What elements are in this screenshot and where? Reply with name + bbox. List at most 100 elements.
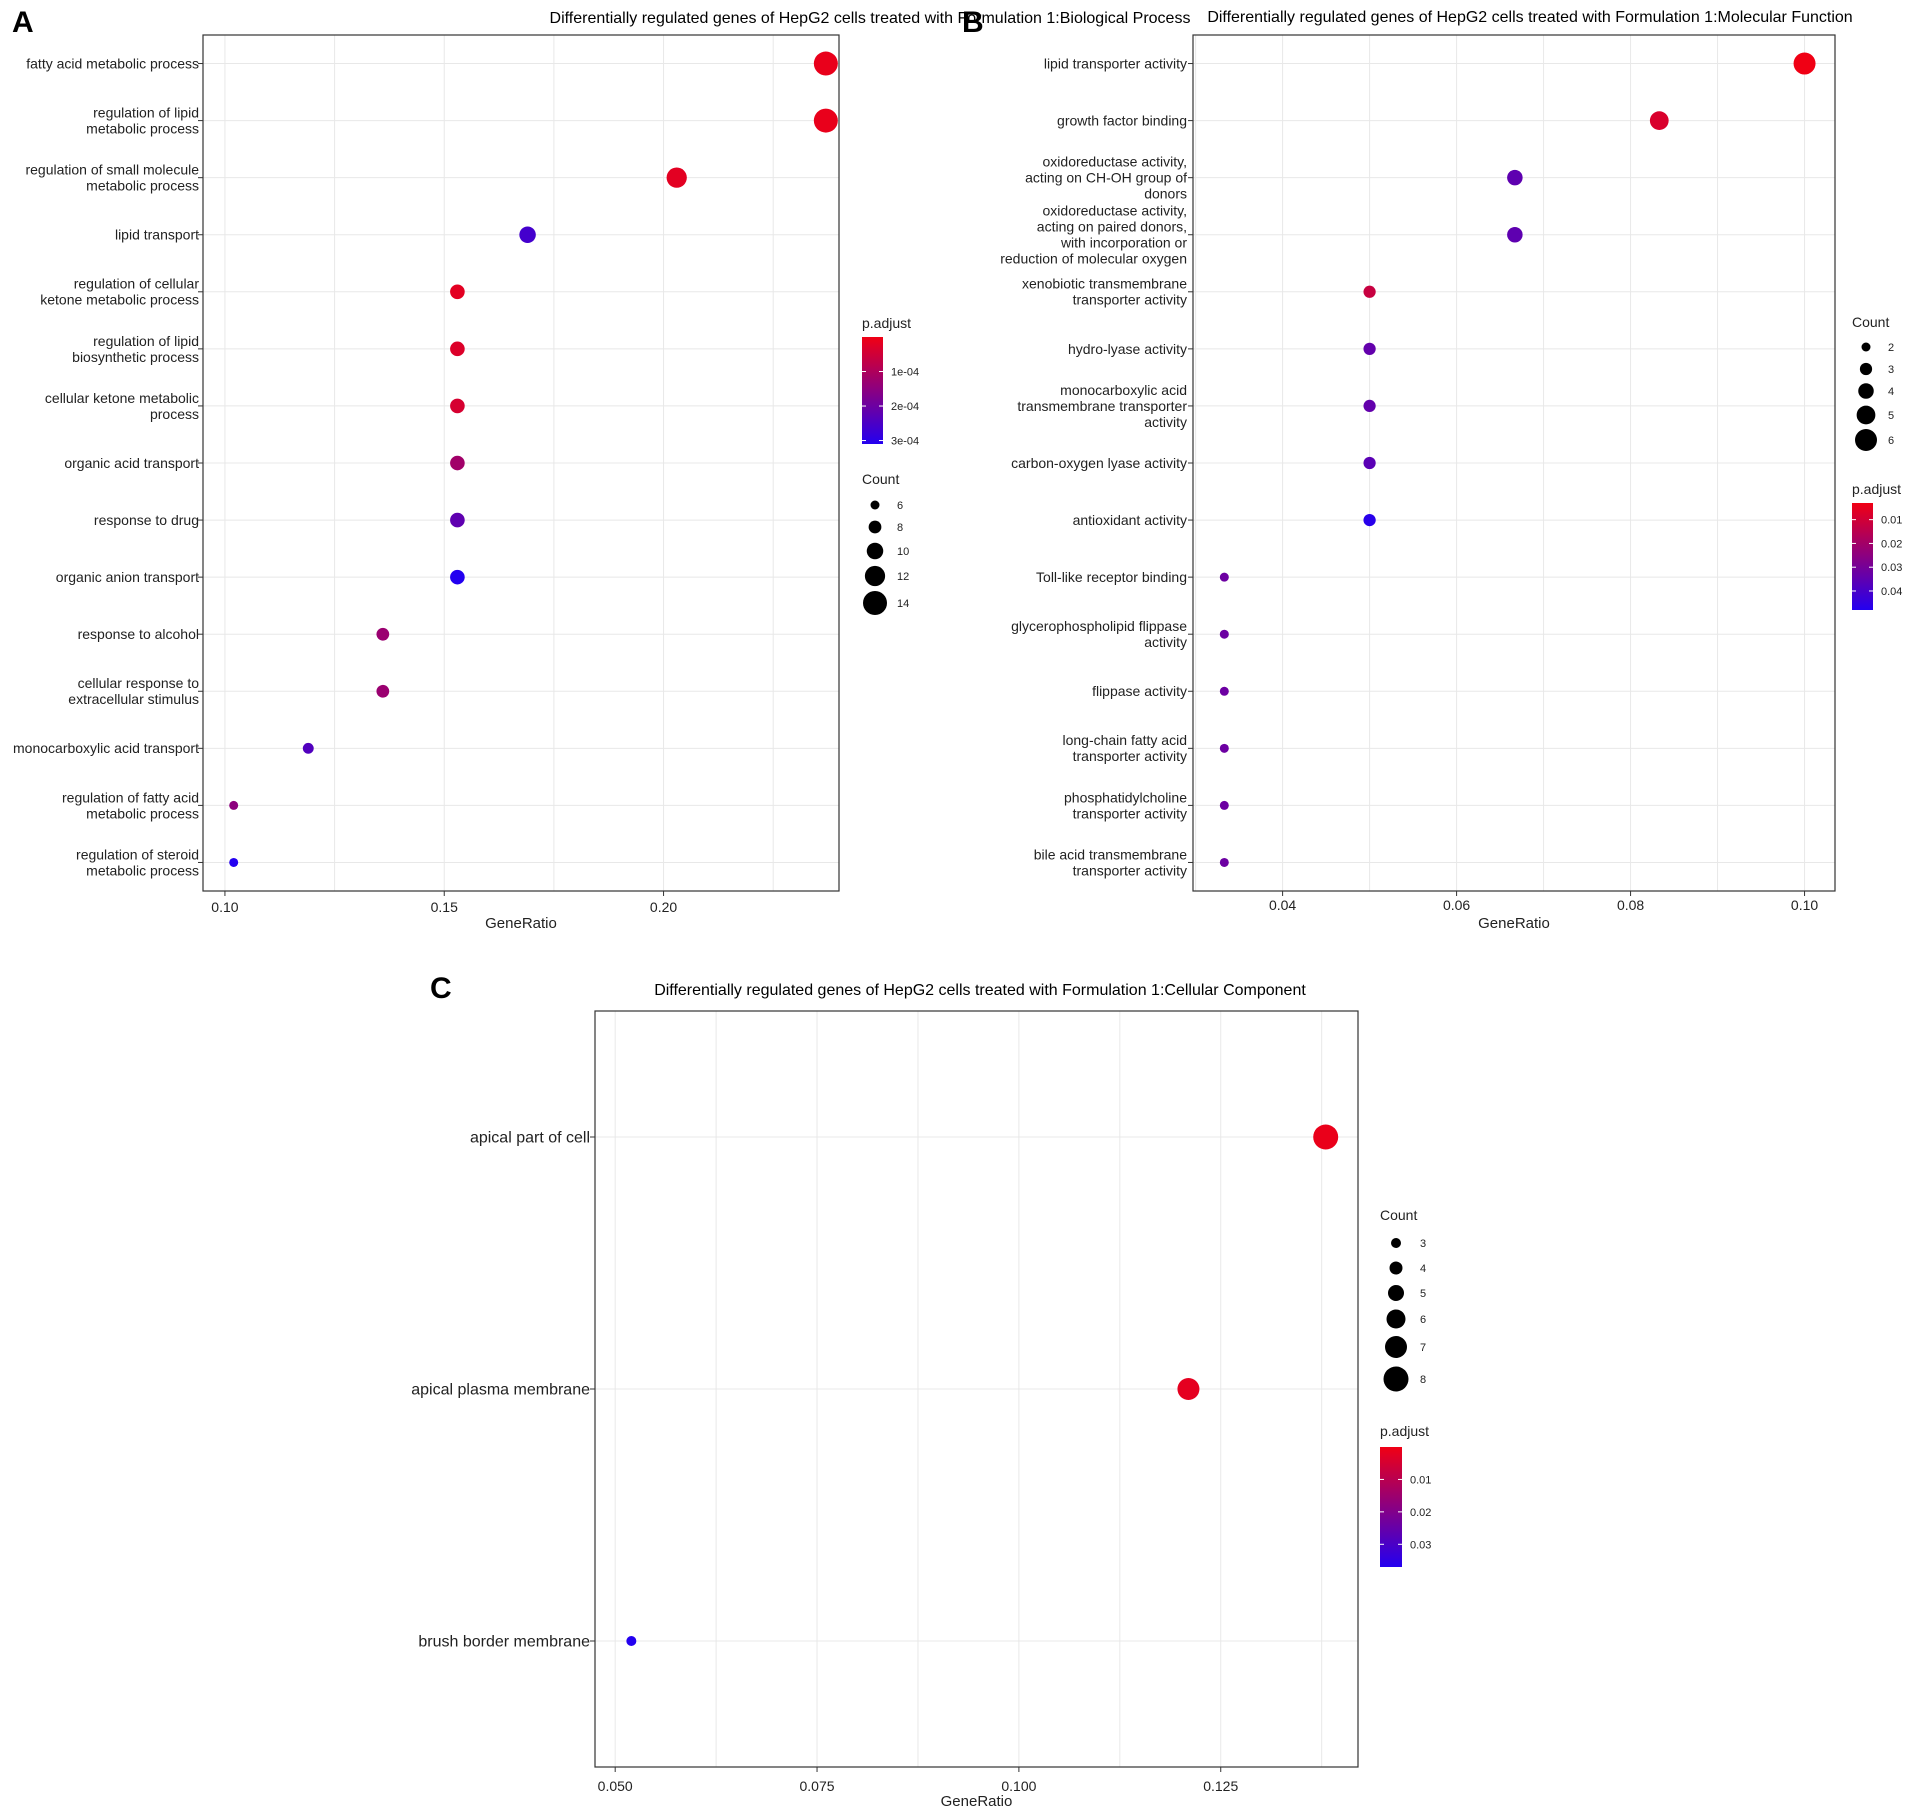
category-label: phosphatidylcholine (1064, 789, 1187, 805)
color-legend-label: 0.03 (1410, 1539, 1431, 1551)
data-point (450, 512, 465, 528)
size-legend-label: 8 (897, 522, 903, 534)
category-label: regulation of lipid (93, 105, 199, 121)
category-label: regulation of fatty acid (62, 789, 199, 805)
data-point (1219, 857, 1229, 867)
category-label: transporter activity (1073, 862, 1187, 878)
data-point (1219, 743, 1229, 753)
category-label: lipid transport (115, 227, 199, 243)
size-legend-dot (1856, 405, 1876, 425)
category-label: with incorporation or (1060, 235, 1187, 251)
size-legend-dot (1385, 1336, 1407, 1358)
data-point (302, 742, 314, 754)
x-tick-label: 0.04 (1269, 897, 1296, 913)
size-legend-title: Count (862, 471, 899, 487)
size-legend-label: 5 (1888, 410, 1894, 422)
data-point (519, 226, 536, 243)
size-legend-label: 7 (1420, 1342, 1426, 1354)
data-point (813, 51, 838, 76)
size-legend-dot (868, 520, 882, 534)
size-legend-label: 6 (1888, 435, 1894, 447)
gridlines (595, 1011, 1358, 1767)
size-legend-dot (863, 591, 887, 615)
data-point (450, 284, 465, 300)
category-label: carbon-oxygen lyase activity (1011, 455, 1187, 471)
size-legend-dot (1383, 1366, 1409, 1392)
color-legend-label: 0.02 (1410, 1507, 1431, 1519)
category-label: response to alcohol (78, 626, 199, 642)
size-legend-dot (1855, 429, 1877, 451)
color-bar (1852, 503, 1873, 610)
size-legend-dot (1861, 342, 1871, 352)
category-label: regulation of lipid (93, 333, 199, 349)
x-axis-title: GeneRatio (1478, 915, 1550, 932)
size-legend-label: 5 (1420, 1288, 1426, 1300)
x-tick-label: 0.15 (431, 899, 458, 915)
size-legend-label: 10 (897, 546, 909, 558)
color-legend-title: p.adjust (1852, 481, 1901, 497)
data-point (813, 108, 838, 133)
x-axis-title: GeneRatio (485, 915, 557, 932)
category-label: apical plasma membrane (411, 1382, 590, 1399)
category-label: acting on paired donors, (1037, 219, 1187, 235)
size-legend-label: 6 (897, 500, 903, 512)
category-label: lipid transporter activity (1044, 55, 1187, 71)
category-label: metabolic process (86, 178, 199, 194)
category-label: apical part of cell (470, 1130, 590, 1147)
x-tick-label: 0.20 (650, 899, 677, 915)
x-axis-title: GeneRatio (941, 1793, 1013, 1810)
category-label: hydro-lyase activity (1068, 341, 1187, 357)
x-tick-label: 0.10 (211, 899, 238, 915)
x-tick-label: 0.100 (1001, 1778, 1036, 1794)
category-label: fatty acid metabolic process (26, 55, 199, 71)
data-point (1363, 399, 1376, 413)
legend: p.adjust 0.01 0.02 0.03 0.04 Count 2 3 4 5 6 (1852, 314, 1902, 610)
category-label: transporter activity (1073, 748, 1187, 764)
data-point (1363, 342, 1376, 355)
data-point (1507, 169, 1523, 186)
data-point (450, 398, 465, 414)
category-label: Toll-like receptor binding (1036, 569, 1187, 585)
category-label: acting on CH-OH group of (1025, 170, 1187, 186)
size-legend-label: 14 (897, 598, 909, 610)
x-tick-label: 0.050 (598, 1778, 633, 1794)
size-legend-dot (870, 500, 880, 510)
color-legend-title: p.adjust (862, 315, 911, 331)
category-label: transmembrane transporter (1017, 398, 1187, 414)
category-label: metabolic process (86, 805, 199, 821)
panel-letter: A (12, 6, 34, 39)
panel-b: B Differentially regulated genes of HepG2… (962, 6, 1902, 932)
category-label: transporter activity (1073, 805, 1187, 821)
color-bar (1380, 1447, 1402, 1567)
category-label: biosynthetic process (72, 349, 199, 365)
category-label: flippase activity (1092, 683, 1187, 699)
category-label: monocarboxylic acid transport (13, 740, 199, 756)
category-label: cellular ketone metabolic (45, 390, 199, 406)
x-tick-label: 0.06 (1443, 897, 1470, 913)
color-legend-label: 0.02 (1881, 538, 1902, 550)
gridlines (203, 35, 839, 891)
category-label: ketone metabolic process (40, 292, 199, 308)
color-legend-label: 2e-04 (891, 401, 919, 413)
size-legend-label: 2 (1888, 342, 1894, 354)
size-legend-label: 4 (1420, 1263, 1426, 1275)
color-legend-label: 0.01 (1410, 1474, 1431, 1486)
chart-title: Differentially regulated genes of HepG2 … (654, 982, 1306, 999)
category-label: activity (1144, 634, 1187, 650)
color-legend-label: 0.03 (1881, 562, 1902, 574)
data-point (450, 569, 465, 585)
data-point (450, 455, 465, 471)
data-point (376, 684, 390, 698)
data-point (1177, 1378, 1200, 1400)
size-legend-dot (1388, 1285, 1404, 1301)
data-point (1363, 456, 1376, 470)
category-label: growth factor binding (1057, 113, 1187, 129)
panel-c: C Differentially regulated genes of HepG2… (411, 972, 1431, 1810)
size-legend-dot (1386, 1309, 1406, 1329)
gridlines (1193, 35, 1835, 891)
data-point (450, 341, 465, 357)
size-legend-dot (1391, 1238, 1401, 1248)
category-label: oxidoreductase activity, (1043, 154, 1187, 170)
panel-letter: B (962, 6, 984, 39)
